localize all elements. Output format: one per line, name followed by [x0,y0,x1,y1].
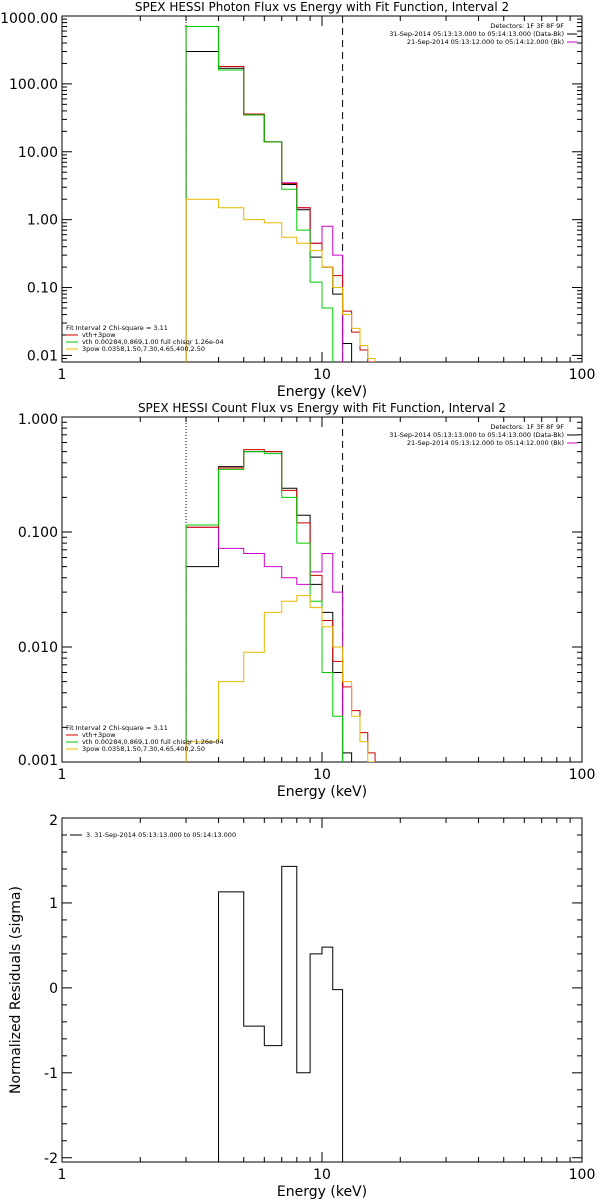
y-tick-label: -2 [44,1151,58,1167]
series-line-1 [185,51,353,362]
legend-entry: Detectors: 1F 3F 8F 9F [490,423,564,431]
y-tick-label: 0 [49,981,58,997]
series-line-5 [185,595,376,762]
fit-legend-entry: Fit Interval 2 Chi-square = 3.11 [66,324,168,332]
series-line-2 [185,26,344,362]
x-tick-label: 100 [569,1167,596,1183]
fit-legend-entry: 3pow 0.0358,1.50,7.30,4.65,400,2.50 [82,745,205,753]
legend-entry: 31-Sep-2014 05:13:13.000 to 05:14:13.000… [389,431,564,439]
y-tick-label: 0.100 [18,525,58,541]
x-tick-label: 100 [569,767,596,783]
y-tick-label: 2 [49,813,58,829]
x-tick-label: 1 [58,1167,67,1183]
chart-panel-1: SPEX HESSI Photon Flux vs Energy with Fi… [0,0,595,400]
legend-entry: 31-Sep-2014 05:13:13.000 to 05:14:13.000… [389,30,564,38]
legend-entry: Detectors: 1F 3F 8F 9F [490,22,564,30]
plot-frame [61,817,583,1163]
y-tick-label: 0.010 [18,640,58,656]
x-tick-label: 10 [313,767,331,783]
y-tick-label: 10.00 [18,145,58,161]
y-tick-label: -1 [44,1066,58,1082]
y-tick-label: 0.10 [27,281,58,297]
x-tick-label: 1 [58,767,67,783]
fit-legend-entry: vth+3pow [82,331,116,339]
y-tick-label: 1.00 [27,213,58,229]
chart-title: SPEX HESSI Count Flux vs Energy with Fit… [138,401,506,415]
y-tick-label: 1 [49,896,58,912]
x-axis-label: Energy (keV) [277,784,367,800]
plot-frame [61,15,583,363]
x-tick-label: 10 [313,367,331,383]
legend-entry: 21-Sep-2014 05:13:12.000 to 05:14:12.000… [407,439,564,447]
series-line-3 [185,26,376,362]
series-line-1 [185,451,353,762]
series-line-4 [185,451,344,762]
legend-entry: 3. 31-Sep-2014 05:13:13.000 to 05:14:13.… [86,831,236,839]
series-line-5 [185,198,376,362]
y-tick-label: 100.00 [9,77,58,93]
series-line-4 [185,26,334,362]
y-tick-label: 1000.00 [0,11,58,27]
y-tick-label: 0.001 [18,753,58,769]
x-tick-label: 10 [313,1167,331,1183]
fit-legend-entry: vth 0.00284,0.869,1.00 full chisqr 1.26e… [82,738,224,746]
x-axis-label: Energy (keV) [277,384,367,400]
x-axis-label: Energy (keV) [277,1184,367,1200]
series-line-3 [185,449,376,762]
series-line-1 [186,865,344,1162]
legend-entry: 21-Sep-2014 05:13:12.000 to 05:14:12.000… [407,38,564,46]
y-tick-label: 1.000 [18,412,58,428]
x-tick-label: 1 [58,367,67,383]
fit-legend-entry: vth+3pow [82,731,116,739]
chart-panel-2: SPEX HESSI Count Flux vs Energy with Fit… [18,401,595,800]
chart-title: SPEX HESSI Photon Flux vs Energy with Fi… [135,0,509,14]
fit-legend-entry: vth 0.00284,0.869,1.00 full chisqr 1.26e… [82,338,224,346]
fit-legend-entry: 3pow 0.0358,1.50,7.30,4.65,400,2.50 [82,345,205,353]
x-tick-label: 100 [569,367,596,383]
fit-legend-entry: Fit Interval 2 Chi-square = 3.11 [66,724,168,732]
series-line-2 [185,526,344,762]
y-tick-label: 0.01 [27,348,58,364]
y-axis-label: Normalized Residuals (sigma) [8,886,24,1094]
